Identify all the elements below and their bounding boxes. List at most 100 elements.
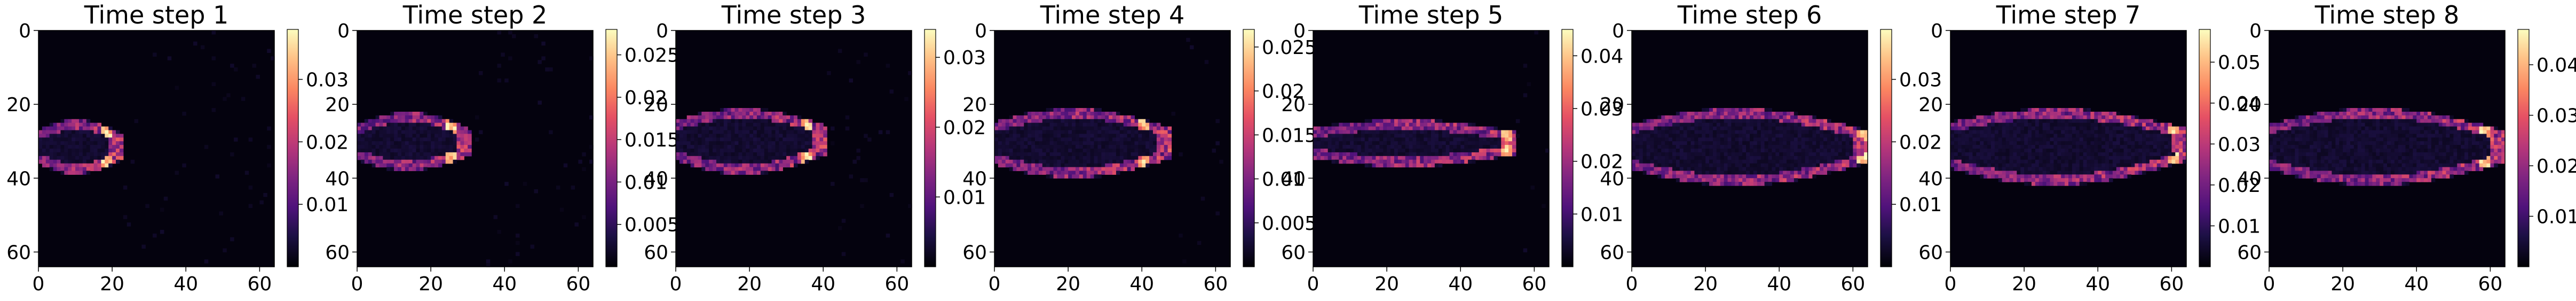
- heatmap-cell: [167, 56, 172, 60]
- heatmap-cell: [2179, 130, 2183, 134]
- heatmap-cell: [723, 171, 728, 175]
- heatmap-cell: [256, 74, 260, 79]
- heatmap-cell: [713, 122, 717, 127]
- heatmap-cell: [2101, 137, 2106, 142]
- heatmap-cell: [2035, 126, 2040, 131]
- heatmap-cell: [2149, 134, 2154, 138]
- heatmap-cell: [497, 78, 501, 83]
- heatmap-cell: [1950, 134, 1955, 138]
- heatmap-cell: [401, 159, 406, 164]
- heatmap-cell: [75, 126, 80, 131]
- heatmap-cell: [2024, 152, 2028, 157]
- heatmap-cell: [1152, 122, 1157, 127]
- heatmap-cell: [2101, 130, 2106, 134]
- heatmap-cell: [1712, 122, 1717, 127]
- heatmap-cell: [1316, 145, 1321, 149]
- heatmap-cell: [1790, 178, 1795, 182]
- heatmap-cell: [2153, 156, 2158, 160]
- heatmap-cell: [401, 163, 406, 168]
- heatmap-cell: [1064, 167, 1069, 172]
- heatmap-cell: [427, 152, 431, 157]
- heatmap-cell: [2087, 126, 2091, 131]
- heatmap-cell: [1742, 182, 1747, 186]
- heatmap-cell: [1016, 122, 1021, 127]
- heatmap-cell: [368, 122, 373, 127]
- heatmap-cell: [1350, 159, 1354, 164]
- heatmap-cell: [837, 226, 842, 230]
- heatmap-cell: [2050, 122, 2054, 127]
- colorbar-tick-label: 0.02: [306, 132, 349, 153]
- heatmap-cell: [1327, 145, 1332, 149]
- heatmap-cell: [379, 134, 383, 138]
- heatmap-cell: [705, 134, 709, 138]
- heatmap-cell: [230, 152, 234, 157]
- heatmap-cell: [1812, 145, 1816, 149]
- heatmap-cell: [698, 156, 702, 160]
- heatmap-cell: [2116, 122, 2121, 127]
- heatmap-cell: [1705, 174, 1710, 179]
- heatmap-cell: [1383, 137, 1387, 142]
- heatmap-cell: [1387, 141, 1391, 145]
- colorbar-tick-label: 0.01: [1899, 194, 1942, 216]
- heatmap-cell: [405, 115, 409, 120]
- heatmap-cell: [401, 134, 406, 138]
- heatmap-cell: [405, 159, 409, 164]
- heatmap-cell: [1438, 126, 1443, 131]
- heatmap-cell: [1401, 159, 1406, 164]
- heatmap-cell: [2160, 152, 2165, 157]
- heatmap-cell: [1669, 115, 1673, 120]
- heatmap-cell: [768, 149, 772, 153]
- heatmap-cell: [68, 159, 72, 164]
- heatmap-cell: [1665, 115, 1669, 120]
- heatmap-cell: [2087, 152, 2091, 157]
- heatmap-cell: [431, 163, 435, 168]
- heatmap-cell: [709, 137, 713, 142]
- heatmap-cell: [1687, 122, 1692, 127]
- heatmap-cell: [2057, 137, 2061, 142]
- heatmap-cell: [1119, 126, 1124, 131]
- heatmap-cell: [1431, 145, 1435, 149]
- heatmap-cell: [357, 137, 361, 142]
- heatmap-cell: [1397, 134, 1402, 138]
- heatmap-cell: [1969, 126, 1973, 131]
- heatmap-cell: [1657, 145, 1662, 149]
- heatmap-cell: [804, 134, 809, 138]
- heatmap-cell: [1849, 149, 1853, 153]
- heatmap-cell: [1449, 159, 1454, 164]
- heatmap-cell: [1639, 137, 1643, 142]
- heatmap-cell: [1976, 152, 1980, 157]
- heatmap-cell: [679, 122, 684, 127]
- heatmap-cell: [768, 122, 772, 127]
- heatmap-cell: [1679, 163, 1684, 168]
- heatmap-cell: [68, 167, 72, 172]
- heatmap-cell: [1742, 111, 1747, 116]
- heatmap-cell: [82, 167, 87, 172]
- heatmap-cell: [97, 141, 102, 145]
- heatmap-cell: [731, 167, 736, 172]
- heatmap-cell: [1961, 163, 1966, 168]
- heatmap-cell: [1753, 163, 1758, 168]
- heatmap-cell: [372, 122, 376, 127]
- heatmap-cell: [226, 93, 231, 97]
- heatmap-cell: [2142, 145, 2146, 149]
- heatmap-cell: [1834, 159, 1839, 164]
- heatmap-cell: [2068, 108, 2073, 112]
- panel-title: Time step 1: [84, 1, 229, 29]
- heatmap-cell: [1372, 156, 1377, 160]
- heatmap-cell: [727, 137, 732, 142]
- heatmap-cell: [453, 159, 457, 164]
- heatmap-cell: [383, 156, 387, 160]
- heatmap-cell: [2013, 115, 2017, 120]
- heatmap-cell: [1086, 156, 1091, 160]
- heatmap-cell: [2061, 145, 2065, 149]
- heatmap-cell: [1405, 130, 1410, 134]
- heatmap-cell: [1368, 152, 1373, 157]
- heatmap-cell: [783, 137, 787, 142]
- heatmap-cell: [1376, 130, 1380, 134]
- heatmap-cell: [1716, 167, 1721, 172]
- heatmap-cell: [720, 152, 724, 157]
- heatmap-cell: [690, 137, 695, 142]
- heatmap-cell: [734, 167, 739, 172]
- heatmap-cell: [1038, 122, 1043, 127]
- heatmap-cell: [738, 163, 742, 168]
